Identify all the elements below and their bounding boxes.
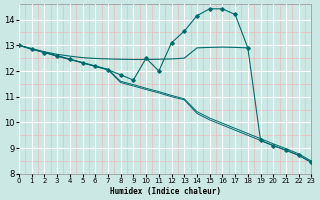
X-axis label: Humidex (Indice chaleur): Humidex (Indice chaleur) bbox=[110, 187, 221, 196]
